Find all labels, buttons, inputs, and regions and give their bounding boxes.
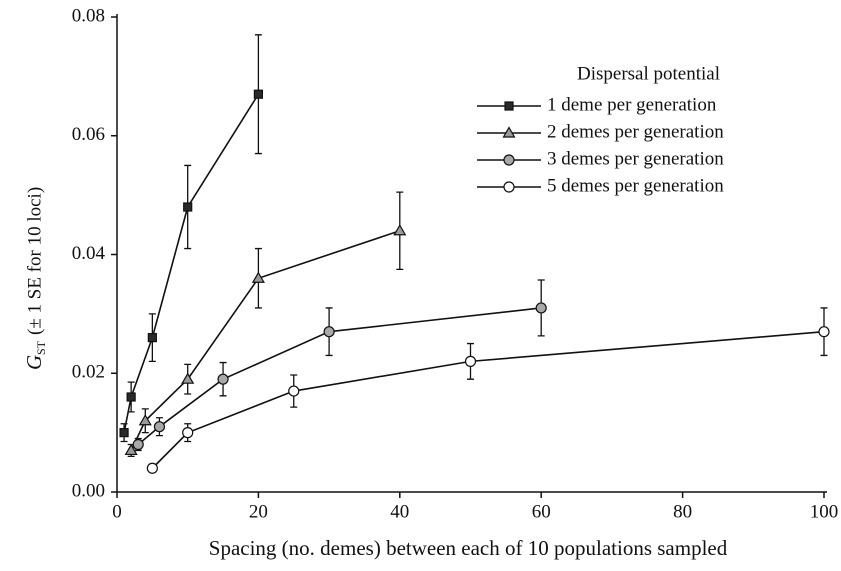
y-tick-label: 0.00 [72,480,105,501]
marker [183,202,193,212]
marker [464,355,477,367]
series-line [137,307,542,446]
x-tick-label: 20 [249,501,268,522]
marker [119,428,129,438]
y-axis-symbol: G [22,355,46,370]
legend-marker [502,126,516,138]
marker [251,271,265,283]
marker [818,326,830,338]
marker [138,414,152,426]
legend-marker [504,101,514,111]
x-tick-label: 80 [673,501,692,522]
marker [146,462,158,474]
legend-marker [503,181,515,193]
marker [253,89,263,99]
legend-label: 2 demes per generation [547,121,724,142]
legend-title: Dispersal potential [577,63,720,84]
legend-label: 5 demes per generation [547,175,724,196]
y-tick-label: 0.04 [72,243,106,264]
series-line [151,330,825,469]
y-axis-label-group: G ST (± 1 SE for 10 loci) [22,187,48,370]
y-tick-label: 0.06 [72,124,105,145]
x-tick-label: 0 [112,501,122,522]
x-tick-label: 40 [390,501,409,522]
y-tick-label: 0.08 [72,5,105,26]
legend-marker [503,154,515,166]
marker [153,421,166,433]
x-tick-label: 60 [532,501,551,522]
marker [126,392,136,402]
legend-label: 1 deme per generation [547,94,717,115]
marker [147,333,157,343]
y-tick-label: 0.02 [72,362,105,383]
x-tick-label: 100 [810,501,839,522]
marker [181,372,195,384]
marker [288,385,300,397]
marker [323,326,335,338]
marker [535,302,547,314]
marker [217,373,229,385]
y-axis-label: (± 1 SE for 10 loci) [24,187,45,335]
legend-label: 3 demes per generation [547,148,724,169]
marker [182,427,194,439]
x-axis-label: Spacing (no. demes) between each of 10 p… [209,536,728,560]
marker [132,438,144,451]
y-axis-subscript: ST [34,340,48,355]
marker [124,443,138,456]
marker [393,224,407,236]
